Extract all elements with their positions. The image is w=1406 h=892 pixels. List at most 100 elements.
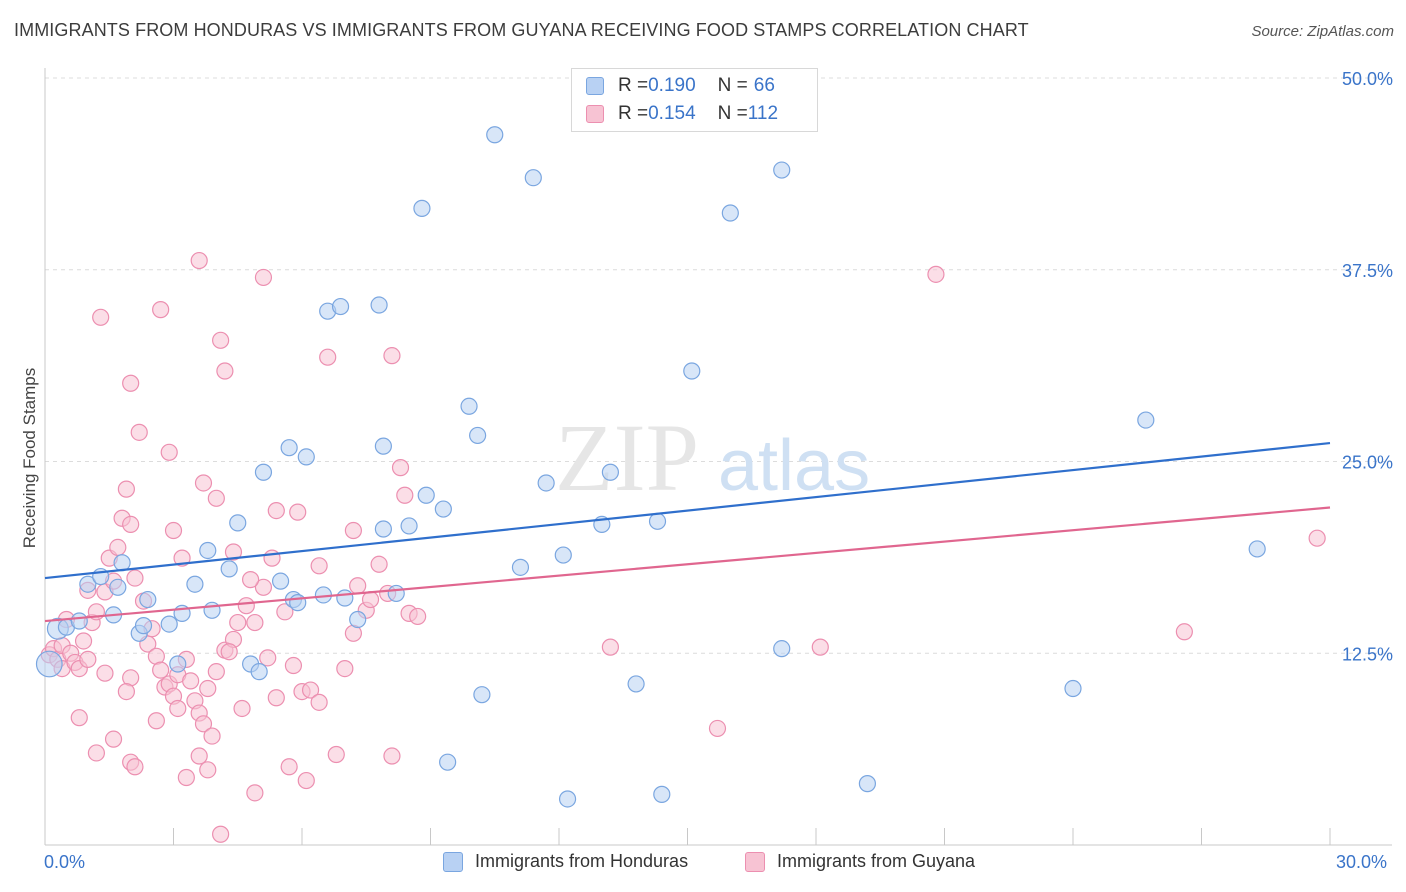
honduras-point-58 — [773, 640, 791, 658]
honduras-point-44 — [473, 686, 491, 704]
guyana-point-25 — [152, 661, 170, 679]
guyana-point-76 — [242, 571, 260, 589]
honduras-point-34 — [374, 520, 392, 538]
honduras-point-57 — [721, 204, 739, 222]
guyana-point-99 — [96, 664, 114, 682]
guyana-point-93 — [212, 825, 230, 843]
guyana-point-44 — [276, 603, 294, 621]
honduras-point-46 — [511, 558, 530, 576]
guyana-point-102 — [203, 727, 221, 745]
legend-label-guyana: Immigrants from Guyana — [777, 851, 976, 871]
honduras-point-15 — [186, 575, 204, 593]
guyana-point-69 — [173, 549, 191, 567]
honduras-point-0 — [35, 650, 63, 678]
honduras-point-16 — [199, 541, 217, 560]
honduras-point-52 — [601, 463, 620, 481]
guyana-point-96 — [280, 758, 298, 776]
watermark: ZIP atlas — [555, 404, 870, 511]
honduras-point-59 — [773, 161, 791, 179]
honduras-point-22 — [254, 463, 273, 481]
guyana-point-106 — [811, 638, 829, 656]
guyana-point-71 — [194, 474, 213, 492]
guyana-point-109 — [1308, 529, 1326, 547]
guyana-point-100 — [117, 682, 135, 701]
guyana-trend-line — [44, 506, 1331, 623]
n-label: N = — [717, 103, 748, 124]
guyana-point-45 — [284, 656, 303, 675]
guyana-point-105 — [708, 719, 727, 738]
r-value: 0.190 — [648, 75, 696, 96]
guyana-point-19 — [117, 480, 135, 498]
honduras-point-38 — [413, 199, 431, 217]
guyana-point-95 — [259, 649, 277, 667]
guyana-point-21 — [126, 569, 144, 587]
axes — [44, 68, 1392, 846]
r-label: R = — [618, 103, 649, 124]
legend-row-guyana: R = 0.154 N = 112 — [586, 102, 778, 126]
guyana-point-17 — [109, 538, 127, 557]
guyana-point-111 — [267, 689, 285, 707]
r-value: 0.154 — [648, 103, 696, 124]
honduras-point-24 — [280, 439, 298, 457]
guyana-point-101 — [147, 712, 165, 730]
guyana-point-74 — [216, 362, 234, 380]
gridlines — [45, 77, 1392, 654]
chart-title: IMMIGRANTS FROM HONDURAS VS IMMIGRANTS F… — [14, 20, 1029, 40]
guyana-point-60 — [396, 486, 414, 504]
legend-row-honduras: R = 0.190 N = 66 — [586, 74, 775, 98]
guyana-point-73 — [212, 331, 230, 349]
honduras-point-32 — [349, 610, 367, 629]
honduras-point-30 — [331, 297, 350, 316]
guyana-point-31 — [182, 672, 200, 690]
honduras-point-3 — [70, 612, 88, 630]
guyana-point-92 — [199, 761, 217, 779]
guyana-point-53 — [349, 577, 367, 595]
guyana-point-94 — [246, 784, 264, 802]
legend-item-guyana[interactable]: Immigrants from Guyana — [745, 851, 975, 872]
guyana-point-36 — [207, 663, 225, 681]
honduras-point-40 — [434, 500, 452, 518]
honduras-point-61 — [1064, 679, 1082, 698]
guyana-point-90 — [177, 768, 195, 787]
guyana-point-50 — [327, 745, 345, 764]
guyana-point-59 — [391, 459, 410, 477]
guyana-point-78 — [267, 501, 285, 520]
x-tick-label-max: 30.0% — [1336, 852, 1388, 872]
honduras-point-21 — [250, 663, 268, 681]
guyana-point-51 — [336, 659, 354, 678]
honduras-point-62 — [1137, 411, 1155, 429]
honduras-point-49 — [554, 546, 572, 564]
guyana-point-39 — [229, 613, 247, 632]
guyana-point-67 — [160, 443, 178, 461]
guyana-point-97 — [297, 771, 315, 790]
honduras-point-56 — [683, 362, 701, 380]
legend-item-honduras[interactable]: Immigrants from Honduras — [443, 851, 688, 872]
honduras-point-60 — [858, 775, 877, 793]
guyana-point-35 — [199, 679, 217, 698]
guyana-point-82 — [383, 747, 401, 765]
r-label: R = — [618, 75, 649, 96]
honduras-point-54 — [648, 512, 667, 530]
honduras-point-53 — [627, 675, 645, 693]
honduras-point-10 — [139, 590, 157, 609]
honduras-point-11 — [134, 617, 153, 635]
honduras-point-27 — [297, 448, 315, 466]
honduras-point-45 — [486, 126, 504, 144]
guyana-point-110 — [233, 699, 251, 718]
honduras-point-37 — [400, 517, 418, 535]
guyana-point-108 — [1175, 623, 1193, 641]
guyana-point-9 — [74, 632, 93, 650]
y-tick-label-1: 25.0% — [1342, 453, 1393, 473]
guyana-point-48 — [310, 693, 328, 711]
guyana-point-40 — [237, 597, 255, 615]
x-tick-label-min: 0.0% — [44, 852, 86, 872]
honduras-point-36 — [387, 584, 405, 603]
honduras-point-19 — [229, 514, 247, 532]
honduras-point-4 — [79, 575, 97, 593]
guyana-point-62 — [409, 607, 427, 626]
guyana-point-98 — [70, 709, 88, 727]
guyana-point-47 — [301, 681, 320, 699]
honduras-point-55 — [653, 785, 671, 803]
honduras-point-7 — [109, 578, 127, 596]
honduras-point-23 — [271, 572, 290, 590]
